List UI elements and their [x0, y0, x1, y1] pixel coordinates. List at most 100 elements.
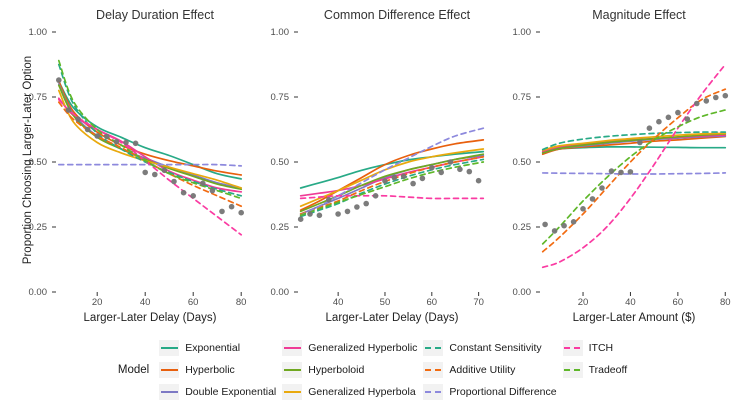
- series-line-itch: [299, 194, 485, 200]
- legend-key-solid-line-icon: [282, 384, 303, 400]
- observed-point: [713, 94, 719, 101]
- legend-column: ITCH Tradeoff: [562, 337, 628, 381]
- x-tick-label: 80: [719, 297, 731, 308]
- x-tick-label: 60: [426, 297, 438, 308]
- observed-point: [618, 169, 624, 176]
- legend-column: Generalized Hyperbolic Hyperboloid General…: [282, 337, 417, 403]
- observed-point: [297, 216, 304, 222]
- y-axis-tick-labels: 0.00 0.25 0.50 0.75 1.00: [16, 26, 52, 298]
- series-line-additive-utility: [541, 88, 727, 253]
- legend-label: Tradeoff: [588, 364, 628, 376]
- legend-item-itch: ITCH: [562, 337, 628, 359]
- legend-item-tradeoff: Tradeoff: [562, 359, 628, 381]
- x-axis-tick-labels: 20 40 60 80: [52, 296, 248, 309]
- observed-point: [65, 107, 72, 113]
- legend-key-solid-line-icon: [159, 340, 180, 356]
- series-line-additive-utility: [57, 101, 243, 208]
- y-tick-label: 0.00: [512, 286, 532, 298]
- observed-point: [703, 98, 710, 104]
- legend-label: Proportional Difference: [449, 386, 557, 398]
- observed-point: [335, 211, 341, 217]
- series-line-generalized-hyperbola: [541, 132, 727, 152]
- legend-label: Exponential: [185, 342, 241, 354]
- legend-line-sample: [424, 347, 442, 349]
- y-tick-label: 0.00: [270, 286, 290, 298]
- series-line-tradeoff: [541, 109, 727, 245]
- y-tick-label: 0.00: [28, 286, 48, 298]
- legend-label: Hyperbolic: [185, 364, 235, 376]
- legend-item-generalized-hyperbola: Generalized Hyperbola: [282, 381, 417, 403]
- y-tick-label: 1.00: [512, 26, 532, 38]
- y-tick-label: 0.75: [512, 91, 532, 103]
- observed-point: [475, 177, 482, 184]
- panel-delay-duration-effect: Delay Duration Effect 0.00 0.25 0.50 0.75 1.0…: [16, 2, 258, 324]
- legend-key-dashed-line-icon: [423, 362, 444, 378]
- legend-label: Constant Sensitivity: [449, 342, 542, 354]
- observed-point: [599, 185, 605, 191]
- observed-point: [466, 168, 473, 175]
- observed-point: [354, 204, 360, 210]
- y-tick-label: 0.50: [270, 156, 290, 168]
- y-tick-label: 0.25: [270, 221, 290, 233]
- observed-point: [542, 221, 548, 228]
- observed-point: [344, 208, 351, 215]
- legend-column: Exponential Hyperbolic Double Exponential: [159, 337, 276, 403]
- legend-item-generalized-hyperbolic: Generalized Hyperbolic: [282, 337, 417, 359]
- legend-line-sample: [283, 347, 301, 349]
- observed-point: [316, 212, 323, 219]
- legend-title: Model: [117, 364, 150, 376]
- observed-point: [646, 125, 653, 131]
- legend-item-proportional-difference: Proportional Difference: [423, 381, 557, 403]
- legend-item-hyperbolic: Hyperbolic: [159, 359, 276, 381]
- legend-line-sample: [564, 347, 582, 349]
- legend-key-dashed-line-icon: [423, 340, 444, 356]
- legend-label: Additive Utility: [449, 364, 516, 376]
- legend-line-sample: [424, 369, 442, 371]
- observed-point: [228, 203, 235, 210]
- legend-columns: Exponential Hyperbolic Double Exponential G…: [159, 337, 627, 403]
- legend-item-exponential: Exponential: [159, 337, 276, 359]
- legend-item-additive-utility: Additive Utility: [423, 359, 556, 381]
- observed-point: [627, 169, 634, 175]
- y-axis-tick-labels: 0.00 0.25 0.50 0.75 1.00: [500, 26, 536, 298]
- legend-key-dashed-line-icon: [423, 384, 444, 400]
- x-tick-label: 80: [235, 297, 247, 308]
- y-tick-label: 0.25: [28, 221, 48, 233]
- plot-area: [536, 31, 729, 296]
- legend-line-sample: [564, 369, 582, 371]
- x-axis-title: Larger-Later Delay (Days): [325, 312, 459, 324]
- observed-point: [219, 208, 225, 215]
- x-tick-label: 40: [332, 297, 344, 308]
- observed-point: [372, 193, 379, 199]
- legend: Model Exponential Hyperbolic Double Expone…: [0, 337, 745, 403]
- legend-label: Hyperboloid: [308, 364, 365, 376]
- observed-point: [410, 180, 416, 187]
- observed-point: [438, 169, 444, 176]
- observed-point: [722, 92, 729, 99]
- y-tick-label: 0.75: [28, 91, 48, 103]
- x-tick-label: 60: [672, 297, 684, 308]
- observed-point: [161, 167, 168, 174]
- series-line-hyperbolic: [299, 139, 485, 211]
- observed-point: [132, 140, 139, 147]
- y-tick-label: 0.50: [512, 156, 532, 168]
- x-axis-title: Larger-Later Delay (Days): [83, 312, 217, 324]
- legend-key-solid-line-icon: [282, 362, 303, 378]
- legend-label: Double Exponential: [185, 386, 277, 398]
- legend-column: Constant Sensitivity Additive Utility Prop…: [423, 337, 557, 403]
- series-line-exponential: [299, 150, 485, 189]
- observed-point: [94, 133, 100, 139]
- plot-area: [52, 31, 244, 296]
- legend-line-sample: [283, 369, 301, 371]
- series-line-hyperboloid: [57, 84, 243, 191]
- panel-title: Delay Duration Effect: [96, 8, 214, 22]
- observed-point: [694, 100, 700, 107]
- y-tick-label: 1.00: [28, 26, 48, 38]
- observed-point: [84, 126, 91, 133]
- series-line-constant-sensitivity: [57, 63, 243, 197]
- observed-point: [419, 175, 426, 182]
- observed-point: [200, 180, 206, 187]
- observed-point: [665, 114, 672, 121]
- panel-title: Common Difference Effect: [323, 8, 471, 22]
- observed-point: [152, 171, 158, 178]
